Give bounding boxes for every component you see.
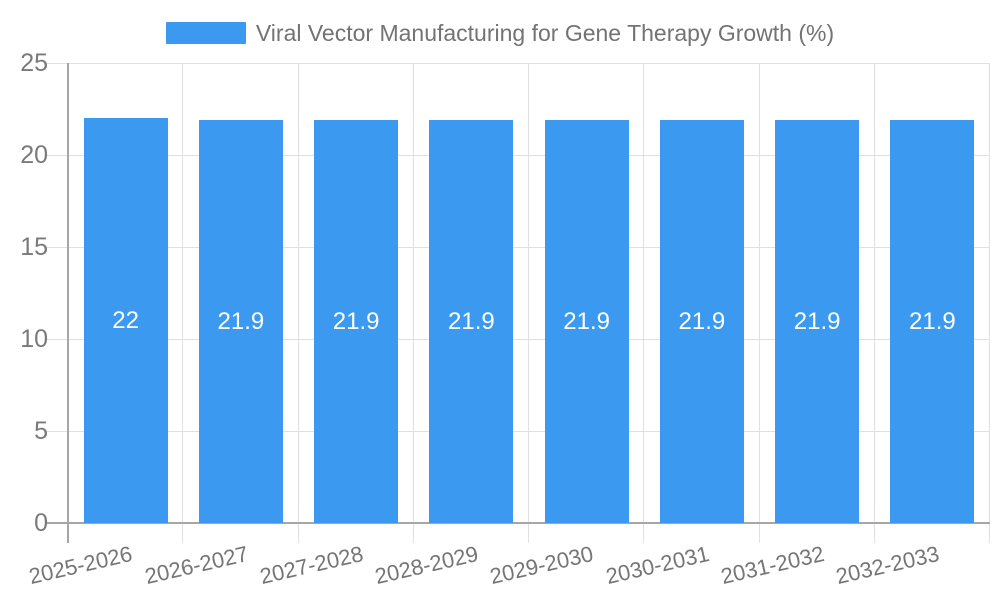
plot-area: 22 21.9 21.9 21.9 21.9 21.9 21.9 21.9	[46, 63, 990, 543]
bar-value-label: 21.9	[332, 307, 380, 335]
legend[interactable]: Viral Vector Manufacturing for Gene Ther…	[0, 20, 1000, 46]
x-tick-label: 2028-2029	[372, 541, 481, 590]
x-tick-label: 2031-2032	[718, 541, 827, 590]
y-tick-label: 0	[34, 509, 48, 537]
bar[interactable]: 21.9	[890, 120, 975, 523]
x-gridline	[643, 63, 645, 543]
y-axis-line	[67, 63, 69, 543]
bar-value-label: 22	[112, 306, 139, 334]
bar[interactable]: 21.9	[314, 120, 399, 523]
y-tick-label: 20	[20, 141, 48, 169]
x-axis-line	[46, 522, 990, 524]
bar-value-label: 21.9	[909, 307, 956, 335]
bar[interactable]: 21.9	[775, 120, 860, 523]
x-tick-label: 2029-2030	[487, 541, 597, 590]
x-gridline	[528, 63, 529, 543]
bar[interactable]: 21.9	[429, 120, 514, 523]
x-gridline	[297, 63, 299, 543]
y-tick-label: 15	[20, 233, 48, 261]
bar-value-label: 21.9	[678, 307, 726, 335]
bar[interactable]: 21.9	[659, 120, 744, 523]
x-gridline	[412, 63, 414, 543]
bar[interactable]: 21.9	[198, 120, 283, 523]
x-tick-label: 2026-2027	[142, 541, 251, 590]
y-gridline	[46, 339, 990, 340]
legend-swatch[interactable]	[165, 22, 246, 44]
x-tick-label: 2032-2033	[833, 541, 942, 590]
x-gridline	[182, 63, 184, 543]
x-tick-label: 2030-2031	[603, 541, 712, 590]
y-tick-label: 5	[34, 417, 48, 445]
x-gridline	[989, 63, 990, 543]
y-tick-label: 25	[20, 49, 48, 77]
bar-value-label: 21.9	[448, 307, 495, 335]
x-tick-label: 2027-2028	[257, 541, 366, 590]
x-tick-label: 2025-2026	[26, 541, 136, 590]
x-gridline	[873, 63, 875, 543]
bar-value-label: 21.9	[563, 307, 610, 335]
bar-value-label: 21.9	[217, 307, 265, 335]
legend-label: Viral Vector Manufacturing for Gene Ther…	[255, 20, 835, 46]
bar[interactable]: 22	[83, 118, 168, 523]
y-gridline	[46, 63, 990, 64]
bar[interactable]: 21.9	[544, 120, 629, 523]
bar-value-label: 21.9	[793, 307, 841, 335]
x-gridline	[758, 63, 760, 543]
y-gridline	[46, 431, 990, 432]
y-gridline	[46, 155, 990, 156]
y-tick-label: 10	[20, 325, 48, 353]
y-gridline	[46, 247, 990, 248]
